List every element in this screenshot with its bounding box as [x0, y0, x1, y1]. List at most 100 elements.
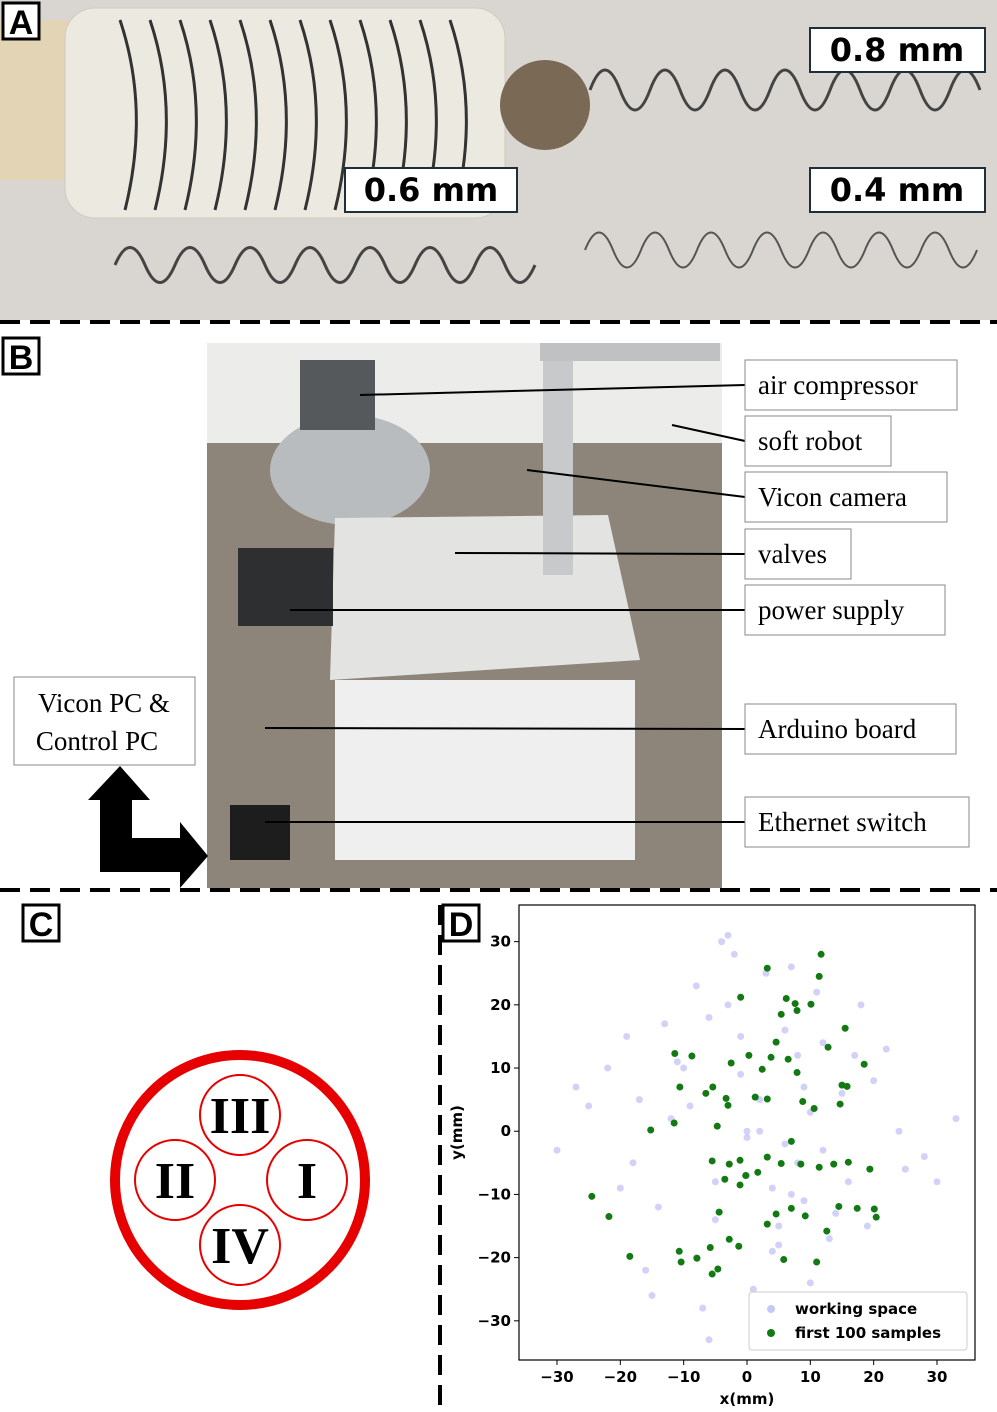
- workspace-point: [838, 1089, 846, 1097]
- sample-point: [835, 1202, 843, 1210]
- sample-point: [830, 1160, 838, 1168]
- workspace-point: [699, 1304, 707, 1312]
- leader-line: [359, 384, 746, 396]
- leader-line: [264, 727, 746, 730]
- y-tick-label: −20: [478, 1249, 511, 1267]
- sample-point: [815, 972, 823, 980]
- sample-point: [647, 1126, 655, 1134]
- sample-point: [844, 1158, 852, 1166]
- sample-point: [713, 1122, 721, 1130]
- workspace-point: [585, 1102, 593, 1110]
- workspace-point: [737, 1032, 745, 1040]
- workspace-point: [680, 1064, 688, 1072]
- sample-point: [810, 1104, 818, 1112]
- spring-label: 0.8 mm: [830, 31, 965, 69]
- sample-point: [777, 1159, 785, 1167]
- callout-label: Vicon camera: [758, 482, 907, 512]
- workspace-point: [863, 1222, 871, 1230]
- workspace-point: [920, 1153, 928, 1161]
- x-tick-label: 30: [927, 1368, 948, 1386]
- workspace-point: [882, 1045, 890, 1053]
- chamber-label: II: [155, 1153, 195, 1210]
- leader-line: [526, 469, 746, 498]
- sample-point: [676, 1083, 684, 1091]
- workspace-point: [844, 1178, 852, 1186]
- sample-point: [872, 1213, 880, 1221]
- callout-box: [744, 471, 948, 523]
- workspace-point: [781, 1026, 789, 1034]
- sample-point: [754, 1168, 762, 1176]
- sample-point: [763, 964, 771, 972]
- sample-point: [817, 950, 825, 958]
- sample-point: [708, 1157, 716, 1165]
- workspace-point: [648, 1292, 656, 1300]
- arrow: [88, 766, 208, 888]
- sample-point: [758, 1065, 766, 1073]
- workspace-point: [743, 1127, 751, 1135]
- sample-point: [843, 1082, 851, 1090]
- callout-label: Arduino board: [758, 714, 917, 744]
- workspace-point: [724, 931, 732, 939]
- legend-label: first 100 samples: [795, 1324, 941, 1342]
- callout-box: [744, 415, 892, 467]
- y-tick-label: −10: [478, 1185, 511, 1203]
- chamber: [134, 1139, 216, 1221]
- spring-label: 0.6 mm: [364, 171, 499, 209]
- callout-label: soft robot: [758, 426, 863, 456]
- x-tick-label: −20: [604, 1368, 637, 1386]
- workspace-point: [686, 1102, 694, 1110]
- plot-frame: [518, 904, 976, 1361]
- y-tick-label: 20: [490, 996, 511, 1014]
- callouts: air compressor soft robot Vicon camera valv…: [264, 359, 970, 848]
- workspace-point: [870, 1077, 878, 1085]
- workspace-point: [705, 1013, 713, 1021]
- workspace-point: [553, 1146, 561, 1154]
- workspace-point: [661, 1020, 669, 1028]
- workspace-point: [705, 1336, 713, 1344]
- sample-point: [793, 1068, 801, 1076]
- workspace-point: [775, 1222, 783, 1230]
- workspace-point: [730, 950, 738, 958]
- sample-point: [823, 1227, 831, 1235]
- sample-point: [727, 1059, 735, 1067]
- workspace-point: [775, 1241, 783, 1249]
- sample-point: [725, 1160, 733, 1168]
- sample-point: [782, 995, 790, 1003]
- sample-point: [706, 1244, 714, 1252]
- sample-point: [735, 1242, 743, 1250]
- workspace-point: [743, 1134, 751, 1142]
- workspace-point: [635, 1096, 643, 1104]
- sample-point: [688, 1052, 696, 1060]
- sample-point: [677, 1258, 685, 1266]
- sample-point: [702, 1089, 710, 1097]
- callout-label: Ethernet switch: [758, 807, 927, 837]
- workspace-point: [857, 1001, 865, 1009]
- panel-label: D: [449, 906, 474, 944]
- sample-point: [853, 1204, 861, 1212]
- y-tick-label: −30: [478, 1312, 511, 1330]
- y-tick-label: 0: [501, 1122, 511, 1140]
- workspace-point: [895, 1127, 903, 1135]
- chamber-label: IV: [211, 1218, 269, 1275]
- pc-label: Control PC: [36, 726, 158, 756]
- callout-box: [744, 703, 957, 755]
- sample-point: [767, 1053, 775, 1061]
- size-labels: 0.8 mm 0.6 mm 0.4 mm: [344, 27, 986, 213]
- workspace-point: [813, 988, 821, 996]
- workspace-point: [572, 1083, 580, 1091]
- sample-point: [824, 1043, 832, 1051]
- workspace-point: [724, 1001, 732, 1009]
- sample-point: [866, 1165, 874, 1173]
- legend-marker: [767, 1329, 775, 1337]
- workspace-point: [768, 1184, 776, 1192]
- sample-point: [675, 1247, 683, 1255]
- spring-label: 0.4 mm: [830, 171, 965, 209]
- workspace-point: [616, 1184, 624, 1192]
- x-tick-label: 20: [863, 1368, 884, 1386]
- workspace-point: [711, 1216, 719, 1224]
- sample-point: [714, 1265, 722, 1273]
- workspace-point: [825, 1235, 833, 1243]
- callout-box: [744, 796, 970, 848]
- x-tick-label: −30: [540, 1368, 573, 1386]
- workspace-point: [832, 1209, 840, 1217]
